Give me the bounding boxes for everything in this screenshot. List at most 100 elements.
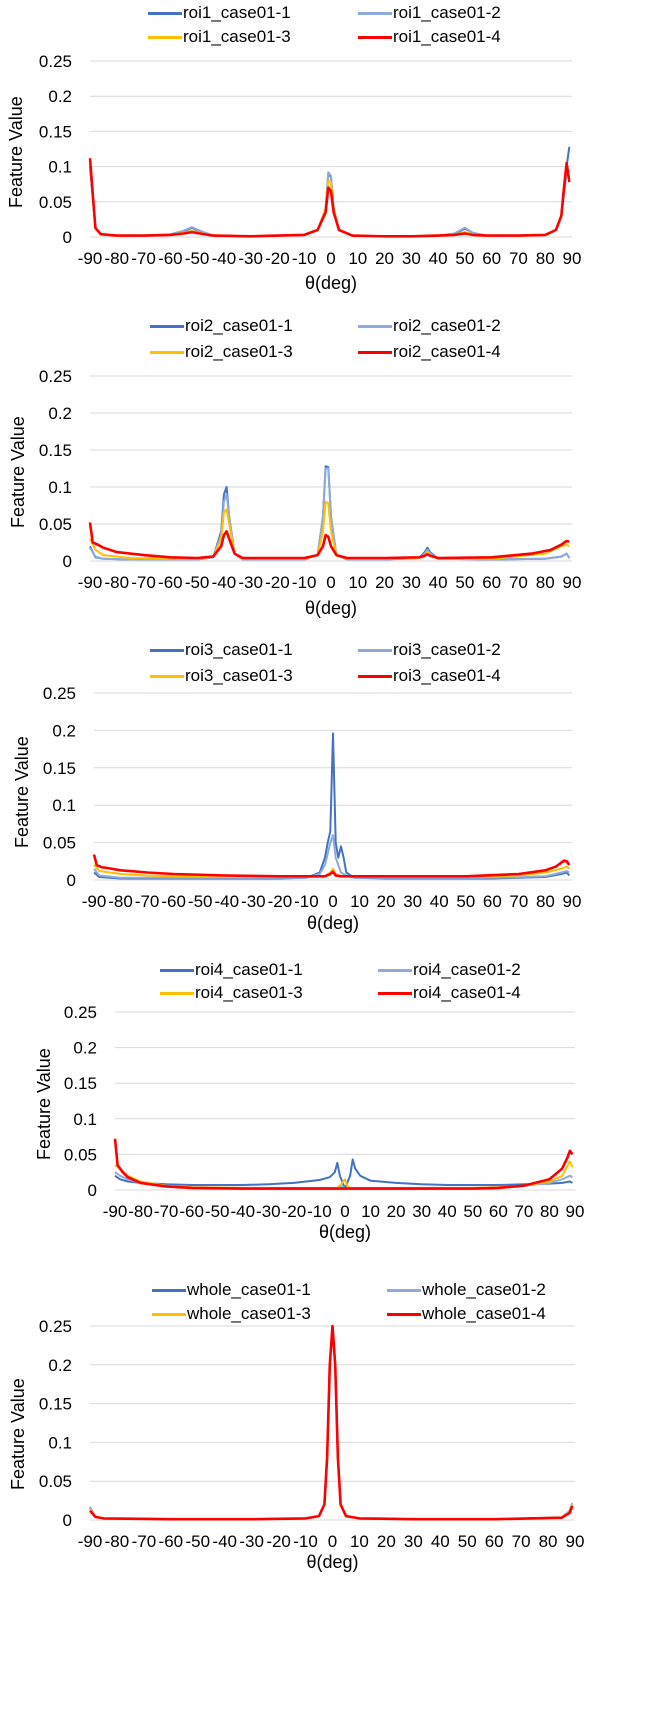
x-tick-label: 30 (404, 1532, 423, 1551)
x-tick-label: -60 (159, 1532, 184, 1551)
legend-item-roi2_case01-3: roi2_case01-3 (150, 342, 293, 362)
x-tick-label: -60 (179, 1202, 204, 1221)
x-tick-label: 10 (350, 1532, 369, 1551)
x-tick-label: 60 (482, 249, 501, 268)
x-tick-label: 50 (455, 249, 474, 268)
series-line-roi1_case01-3 (89, 159, 571, 238)
x-tick-label: 40 (431, 1532, 450, 1551)
x-tick-label: -70 (132, 1532, 157, 1551)
y-tick-label: 0 (63, 552, 72, 571)
x-tick-label: -20 (265, 573, 290, 592)
x-tick-label: 0 (328, 1532, 337, 1551)
x-tick-label: -80 (104, 249, 129, 268)
y-tick-label: 0.15 (64, 1074, 97, 1093)
x-tick-label: 40 (429, 573, 448, 592)
x-tick-label: -50 (185, 573, 210, 592)
x-tick-label: -90 (78, 249, 103, 268)
x-tick-label: 50 (458, 1532, 477, 1551)
y-tick-label: 0.2 (48, 1356, 72, 1375)
x-tick-label: -60 (158, 573, 183, 592)
x-tick-label: -30 (238, 249, 263, 268)
x-tick-label: 20 (387, 1202, 406, 1221)
x-tick-label: -50 (185, 249, 210, 268)
x-tick-label: -10 (292, 249, 317, 268)
x-tick-label: 80 (536, 249, 555, 268)
x-tick-label: 40 (430, 892, 449, 911)
x-tick-label: 0 (328, 892, 337, 911)
x-tick-label: 90 (566, 1202, 585, 1221)
x-tick-label: -90 (103, 1202, 128, 1221)
x-tick-label: -80 (108, 892, 133, 911)
x-tick-label: -30 (256, 1202, 281, 1221)
chart-panel-1: roi1_case01-1 roi1_case01-2 roi1_case01-3 r… (0, 0, 645, 300)
legend-item-roi2_case01-4: roi2_case01-4 (358, 342, 501, 362)
series-line-roi1_case01-1 (89, 146, 571, 238)
legend-swatch (150, 649, 184, 653)
legend-label: whole_case01-2 (422, 1280, 546, 1299)
x-tick-label: 10 (350, 892, 369, 911)
x-tick-label: 70 (514, 1202, 533, 1221)
x-tick-label: 50 (455, 573, 474, 592)
legend-label: roi3_case01-1 (185, 640, 293, 659)
y-tick-label: 0.25 (43, 684, 76, 703)
chart-panel-2: roi2_case01-1 roi2_case01-2 roi2_case01-3 r… (0, 300, 645, 640)
x-tick-label: -30 (239, 1532, 264, 1551)
y-tick-label: 0 (67, 871, 76, 890)
y-tick-label: 0.05 (39, 515, 72, 534)
y-tick-label: 0.05 (39, 193, 72, 212)
legend-item-roi4_case01-3: roi4_case01-3 (160, 983, 303, 1003)
legend-label: roi4_case01-2 (413, 960, 521, 979)
y-tick-label: 0.2 (52, 721, 76, 740)
x-tick-label: 70 (512, 1532, 531, 1551)
legend-item-roi1_case01-3: roi1_case01-3 (148, 27, 291, 47)
x-tick-label: 30 (402, 573, 421, 592)
x-tick-label: 90 (563, 573, 582, 592)
series-line-roi1_case01-4 (88, 158, 571, 238)
y-tick-label: 0.25 (39, 52, 72, 71)
legend-item-roi3_case01-2: roi3_case01-2 (358, 640, 501, 660)
x-tick-label: -40 (212, 573, 237, 592)
legend-label: roi2_case01-3 (185, 342, 293, 361)
x-tick-label: 90 (566, 1532, 585, 1551)
x-tick-label: 0 (340, 1202, 349, 1221)
legend-swatch (358, 36, 392, 40)
legend-swatch (378, 969, 412, 973)
x-tick-label: 60 (489, 1202, 508, 1221)
y-axis-title: Feature Value (8, 1378, 28, 1490)
legend-label: roi1_case01-3 (183, 27, 291, 46)
x-tick-label: -10 (293, 1532, 318, 1551)
legend-item-roi1_case01-2: roi1_case01-2 (358, 3, 501, 23)
y-tick-label: 0.2 (48, 404, 72, 423)
legend-label: roi3_case01-2 (393, 640, 501, 659)
series-line-roi3_case01-3 (93, 864, 570, 878)
legend-swatch (358, 351, 392, 355)
x-tick-label: 10 (361, 1202, 380, 1221)
x-tick-label: 60 (485, 1532, 504, 1551)
legend-item-roi1_case01-4: roi1_case01-4 (358, 27, 501, 47)
chart-plot: 0 0.05 0.1 0.15 0.2 0.25 -90 -80 -70 -60 -50 -40 -30… (39, 367, 582, 592)
chart-plot: 0 0.05 0.1 0.15 0.2 0.25 -90 -80 -70 -60 -50 -40 -30… (64, 1003, 585, 1221)
x-tick-label: -60 (158, 249, 183, 268)
x-tick-label: -50 (188, 892, 213, 911)
legend-item-roi4_case01-2: roi4_case01-2 (378, 960, 521, 980)
y-tick-label: 0.25 (39, 1317, 72, 1336)
x-tick-label: -90 (82, 892, 107, 911)
legend-swatch (358, 649, 392, 653)
legend-label: roi4_case01-1 (195, 960, 303, 979)
series-line-roi3_case01-1 (93, 732, 571, 880)
x-tick-label: 60 (483, 892, 502, 911)
y-tick-label: 0.1 (52, 796, 76, 815)
x-tick-label: -20 (282, 1202, 307, 1221)
x-tick-label: 80 (540, 1202, 559, 1221)
x-tick-label: 10 (348, 249, 367, 268)
y-axis-title: Feature Value (8, 416, 28, 528)
y-tick-label: 0.2 (48, 87, 72, 106)
x-tick-label: 30 (402, 249, 421, 268)
x-tick-label: -70 (135, 892, 160, 911)
x-tick-label: -10 (307, 1202, 332, 1221)
y-tick-label: 0.25 (39, 367, 72, 386)
x-axis-title: θ(deg) (304, 273, 358, 293)
legend-item-whole_case01-2: whole_case01-2 (387, 1280, 546, 1300)
legend-item-roi3_case01-4: roi3_case01-4 (358, 666, 501, 686)
x-tick-label: -80 (128, 1202, 153, 1221)
